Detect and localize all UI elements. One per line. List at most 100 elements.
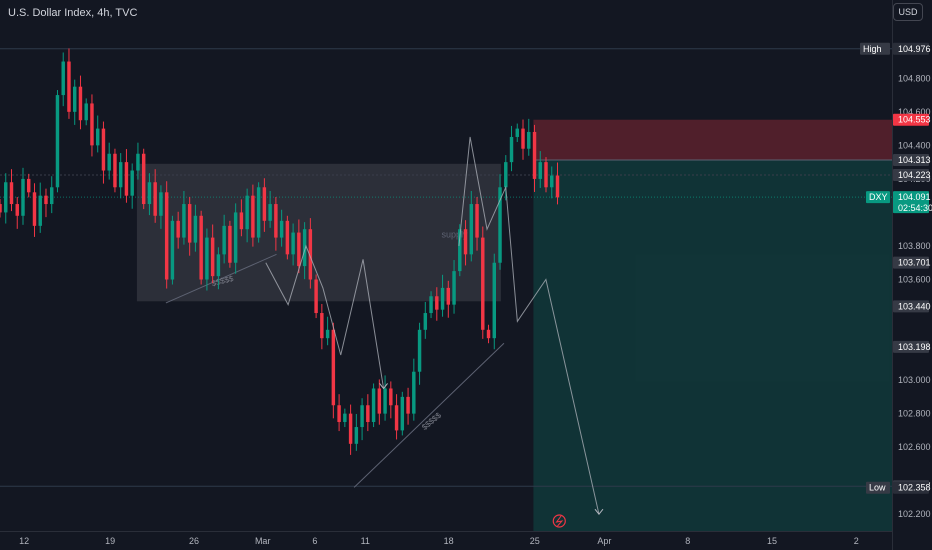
candle xyxy=(314,279,318,314)
price-tag-value: 104.091 xyxy=(898,192,931,202)
candle xyxy=(199,215,203,280)
candle xyxy=(78,86,83,121)
candle xyxy=(550,175,554,188)
price-tag-high xyxy=(893,42,929,55)
x-tick-label: 11 xyxy=(361,536,370,546)
candle xyxy=(452,271,456,305)
projection-path xyxy=(265,244,385,389)
candle xyxy=(15,204,19,216)
price-tag-label: Low xyxy=(869,483,886,493)
x-tick-label: 6 xyxy=(312,536,317,546)
y-tick-label: 102.200 xyxy=(898,509,931,519)
candle xyxy=(251,195,255,238)
candle xyxy=(4,182,8,213)
candle xyxy=(308,229,313,280)
x-tick-label: Apr xyxy=(597,536,611,546)
candle xyxy=(302,229,307,267)
liquidity-trendline xyxy=(353,342,505,488)
candle xyxy=(107,153,111,171)
candle xyxy=(164,192,169,280)
candle xyxy=(320,313,324,339)
price-countdown: 02:54:30 xyxy=(898,203,932,213)
y-tick-label: 102.600 xyxy=(898,442,931,452)
candle xyxy=(170,220,175,280)
price-tag-label-box xyxy=(866,481,890,494)
currency-button[interactable]: USD xyxy=(893,3,923,21)
candle xyxy=(90,103,94,146)
candle xyxy=(193,215,198,243)
candle xyxy=(141,153,146,205)
y-tick-label: 102.800 xyxy=(898,409,931,419)
candle xyxy=(233,212,238,263)
candle xyxy=(509,136,514,163)
x-tick-label: 26 xyxy=(189,536,199,546)
candle xyxy=(95,128,100,146)
candle xyxy=(354,427,359,444)
candle xyxy=(348,413,353,444)
candle xyxy=(55,95,60,188)
candle xyxy=(130,170,134,196)
y-tick-label: 103.600 xyxy=(898,275,931,285)
candle xyxy=(366,405,370,423)
candle xyxy=(32,192,37,226)
take-profit-zone xyxy=(533,159,892,531)
candle xyxy=(532,131,537,179)
candle xyxy=(406,396,410,414)
candle xyxy=(325,329,330,339)
projection-path xyxy=(458,136,600,515)
x-tick-label: 19 xyxy=(105,536,115,546)
candle xyxy=(458,229,462,272)
arrow-head xyxy=(379,383,388,390)
x-tick-label: 12 xyxy=(19,536,29,546)
candle xyxy=(228,225,232,263)
candle xyxy=(555,175,560,198)
price-tag-value: 103.440 xyxy=(898,301,931,311)
candle xyxy=(84,103,88,121)
candle xyxy=(210,237,215,277)
candle xyxy=(504,162,508,188)
price-tag-value: 104.976 xyxy=(898,44,931,54)
candle xyxy=(360,405,364,428)
x-tick-label: 15 xyxy=(767,536,777,546)
candle xyxy=(423,313,428,330)
candle xyxy=(383,388,387,414)
candle xyxy=(101,128,106,171)
candle xyxy=(9,182,14,205)
price-tag-value: 104.313 xyxy=(898,155,931,165)
candle xyxy=(377,388,382,414)
candle xyxy=(400,396,405,431)
candle xyxy=(475,204,479,238)
y-tick-label: 103.000 xyxy=(898,375,931,385)
y-tick-label: 103.800 xyxy=(898,241,931,251)
x-tick-label: Mar xyxy=(255,536,271,546)
candle xyxy=(61,61,65,96)
candle xyxy=(27,178,31,193)
candle xyxy=(118,162,123,188)
price-tag-label-box xyxy=(866,191,890,204)
candle xyxy=(38,195,42,226)
price-tag-stop xyxy=(893,113,929,126)
candle xyxy=(394,405,399,431)
candle xyxy=(481,237,485,330)
candle xyxy=(256,187,261,238)
candle xyxy=(429,296,433,314)
candle xyxy=(331,329,336,406)
candle xyxy=(515,128,519,137)
price-tag-plain xyxy=(893,169,929,182)
candle xyxy=(389,388,393,406)
y-tick-label: 104.800 xyxy=(898,73,931,83)
price-tag-label: High xyxy=(863,44,882,54)
candle xyxy=(205,237,209,280)
replay-icon[interactable] xyxy=(552,514,566,528)
candle xyxy=(147,182,152,205)
lightning-icon xyxy=(555,515,564,527)
price-tag-plain xyxy=(893,340,929,353)
price-tag-value: 104.553 xyxy=(898,115,931,125)
candle xyxy=(279,220,284,238)
stop-loss-zone xyxy=(533,119,892,160)
candle xyxy=(274,204,278,238)
x-tick-label: 2 xyxy=(854,536,859,546)
candle xyxy=(521,128,525,149)
candle xyxy=(182,204,186,238)
